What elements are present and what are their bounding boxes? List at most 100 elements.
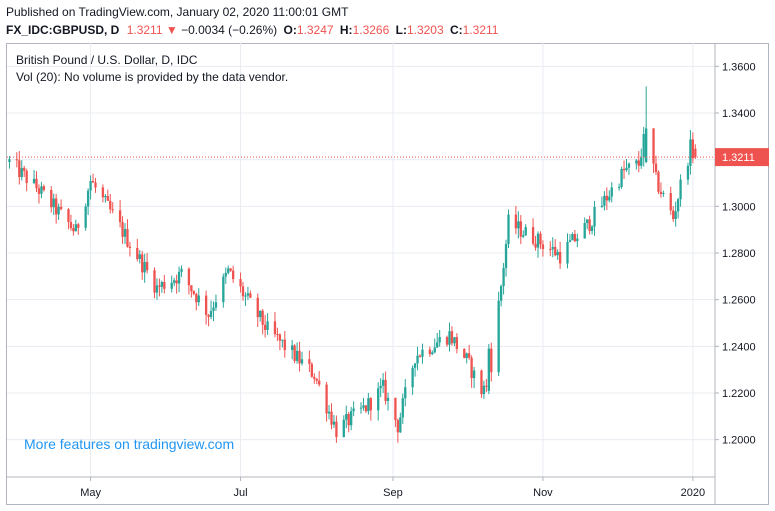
candle-body <box>551 246 554 250</box>
last-price-label: 1.3211 <box>722 152 755 164</box>
candle-body <box>40 186 43 194</box>
candle-body <box>241 286 245 297</box>
symbol-name[interactable]: FX_IDC:GBPUSD, D <box>6 23 120 37</box>
candle-body <box>472 370 476 379</box>
price-tick-label: 1.2000 <box>722 435 756 447</box>
candle-body <box>175 280 178 284</box>
candle-body <box>539 233 542 245</box>
candle-body <box>261 310 264 325</box>
candle-body <box>438 337 441 343</box>
candle-body <box>686 165 690 180</box>
candle-body <box>94 182 97 188</box>
high-label: H: <box>339 23 353 37</box>
candle-body <box>163 282 166 289</box>
candle-body <box>256 297 259 318</box>
candle-body <box>433 347 436 353</box>
candle-body <box>177 271 181 284</box>
candle-body <box>640 157 643 166</box>
candle-body <box>436 342 439 348</box>
candle-body <box>229 268 232 271</box>
time-tick-label: Nov <box>533 487 553 499</box>
candle-body <box>384 379 387 401</box>
candle-body <box>249 293 252 298</box>
candle-body <box>121 222 124 237</box>
promo-link[interactable]: More features on tradingview.com <box>24 436 235 452</box>
candle-body <box>23 167 26 171</box>
candle-body <box>534 243 537 248</box>
symbol-bar: FX_IDC:GBPUSD, D 1.3211 ▼ −0.0034 (−0.26… <box>6 23 498 37</box>
candles <box>8 86 697 443</box>
candle-body <box>118 210 122 223</box>
candle-body <box>327 411 331 414</box>
price-tick-label: 1.2400 <box>722 341 756 353</box>
candle-body <box>298 350 301 364</box>
candle-body <box>455 337 459 349</box>
candle-body <box>404 387 407 399</box>
candle-body <box>91 181 95 183</box>
candle-body <box>502 267 505 287</box>
candle-body <box>281 339 284 341</box>
candle-body <box>558 251 562 264</box>
price-tick-label: 1.3600 <box>722 61 756 73</box>
candle-body <box>18 160 21 178</box>
candle-body <box>295 350 299 361</box>
time-tick-label: Jul <box>234 487 248 499</box>
candle-body <box>158 285 161 287</box>
candle-body <box>342 419 345 438</box>
candle-body <box>517 221 520 229</box>
candle-body <box>657 171 660 192</box>
candle-body <box>659 191 663 194</box>
candle-body <box>416 355 419 364</box>
candle-body <box>209 310 213 317</box>
candle-body <box>204 295 208 315</box>
close-label: C: <box>449 23 463 37</box>
candle-body <box>674 211 677 220</box>
published-text: Published on TradingView.com, January 02… <box>6 5 349 19</box>
candle-body <box>359 407 363 409</box>
candle-body <box>352 408 355 412</box>
candle-body <box>497 300 500 373</box>
candle-body <box>465 353 468 358</box>
candle-body <box>308 359 311 364</box>
candle-body <box>246 293 250 296</box>
candle-body <box>273 321 277 335</box>
candle-body <box>138 254 141 259</box>
price-tick-label: 1.3000 <box>722 201 756 213</box>
candle-body <box>224 272 227 277</box>
candle-body <box>381 379 385 386</box>
candle-body <box>536 233 540 248</box>
candle-body <box>239 279 242 287</box>
candle-body <box>325 384 328 414</box>
candle-body <box>411 367 414 388</box>
candle-body <box>145 262 149 271</box>
open-value: 1.3247 <box>296 23 334 37</box>
candle-body <box>524 227 527 236</box>
candle-body <box>8 159 11 162</box>
candle-body <box>222 276 225 303</box>
candle-body <box>603 195 606 206</box>
candle-body <box>313 376 316 379</box>
candle-body <box>69 222 73 229</box>
candle-body <box>310 363 313 377</box>
candle-body <box>101 187 105 198</box>
chart-frame[interactable] <box>6 43 769 505</box>
candle-body <box>514 214 518 229</box>
change-value: −0.0034 (−0.26%) <box>181 23 278 37</box>
candle-body <box>32 178 36 183</box>
candle-body <box>291 345 294 351</box>
candle-body <box>622 168 626 171</box>
candle-body <box>293 345 296 361</box>
candle-body <box>583 223 586 239</box>
candle-body <box>463 348 466 358</box>
low-value: 1.3203 <box>406 23 444 37</box>
candle-body <box>232 270 235 280</box>
candle-body <box>187 268 191 286</box>
candle-body <box>25 170 28 183</box>
candle-body <box>694 148 697 158</box>
candle-body <box>50 190 53 208</box>
last-price-badge <box>715 148 769 167</box>
candle-body <box>571 234 574 241</box>
candle-body <box>519 221 522 237</box>
candle-body <box>676 199 680 212</box>
